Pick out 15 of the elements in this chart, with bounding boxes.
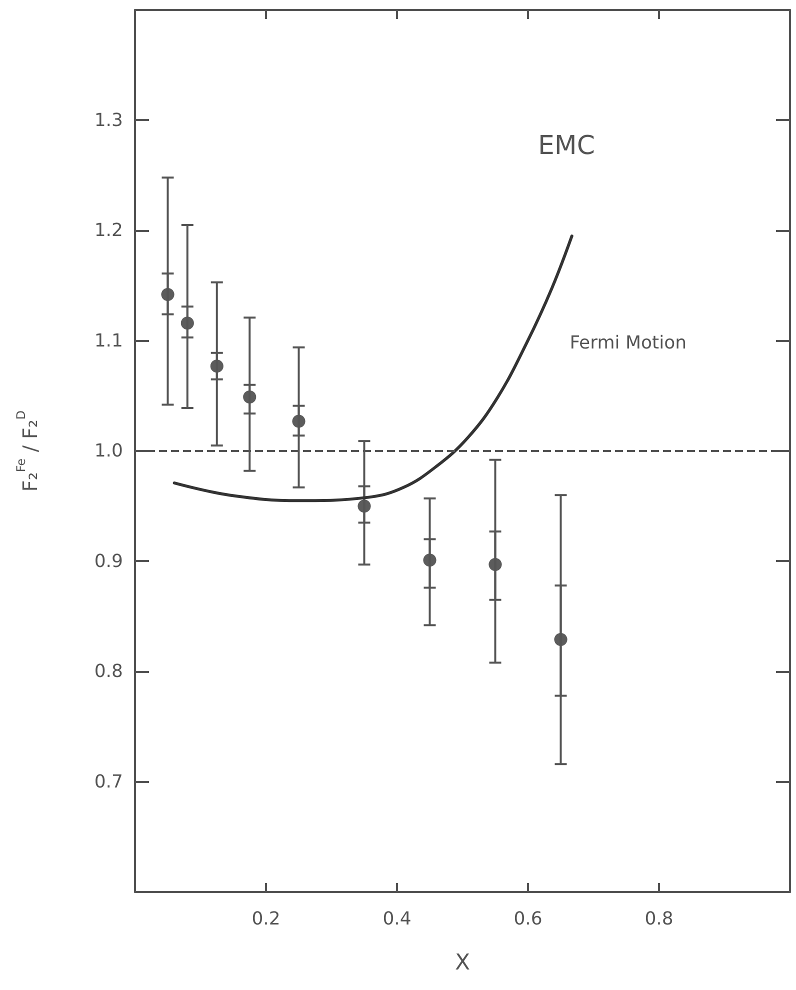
y-axis-title: F₂Fe / F₂D — [14, 410, 42, 492]
x-tick-label: 0.2 — [252, 908, 280, 930]
y-tick-label: 1.0 — [94, 440, 123, 462]
x-tick-label: 0.4 — [382, 908, 412, 930]
y-tick-label: 0.7 — [94, 771, 123, 792]
x-axis-title: X — [454, 950, 470, 976]
x-tick-label: 0.6 — [514, 908, 542, 930]
y-tick-label: 1.3 — [94, 110, 123, 131]
x-tick-label: 0.8 — [644, 908, 674, 930]
y-tick-label: 1.2 — [94, 220, 123, 241]
text: EMC — [538, 131, 596, 161]
series-label: Fermi Motion — [570, 332, 687, 354]
y-tick-label: 0.9 — [94, 550, 123, 572]
y-tick-label: 1.1 — [94, 330, 123, 352]
y-tick-label: 0.8 — [94, 661, 123, 682]
